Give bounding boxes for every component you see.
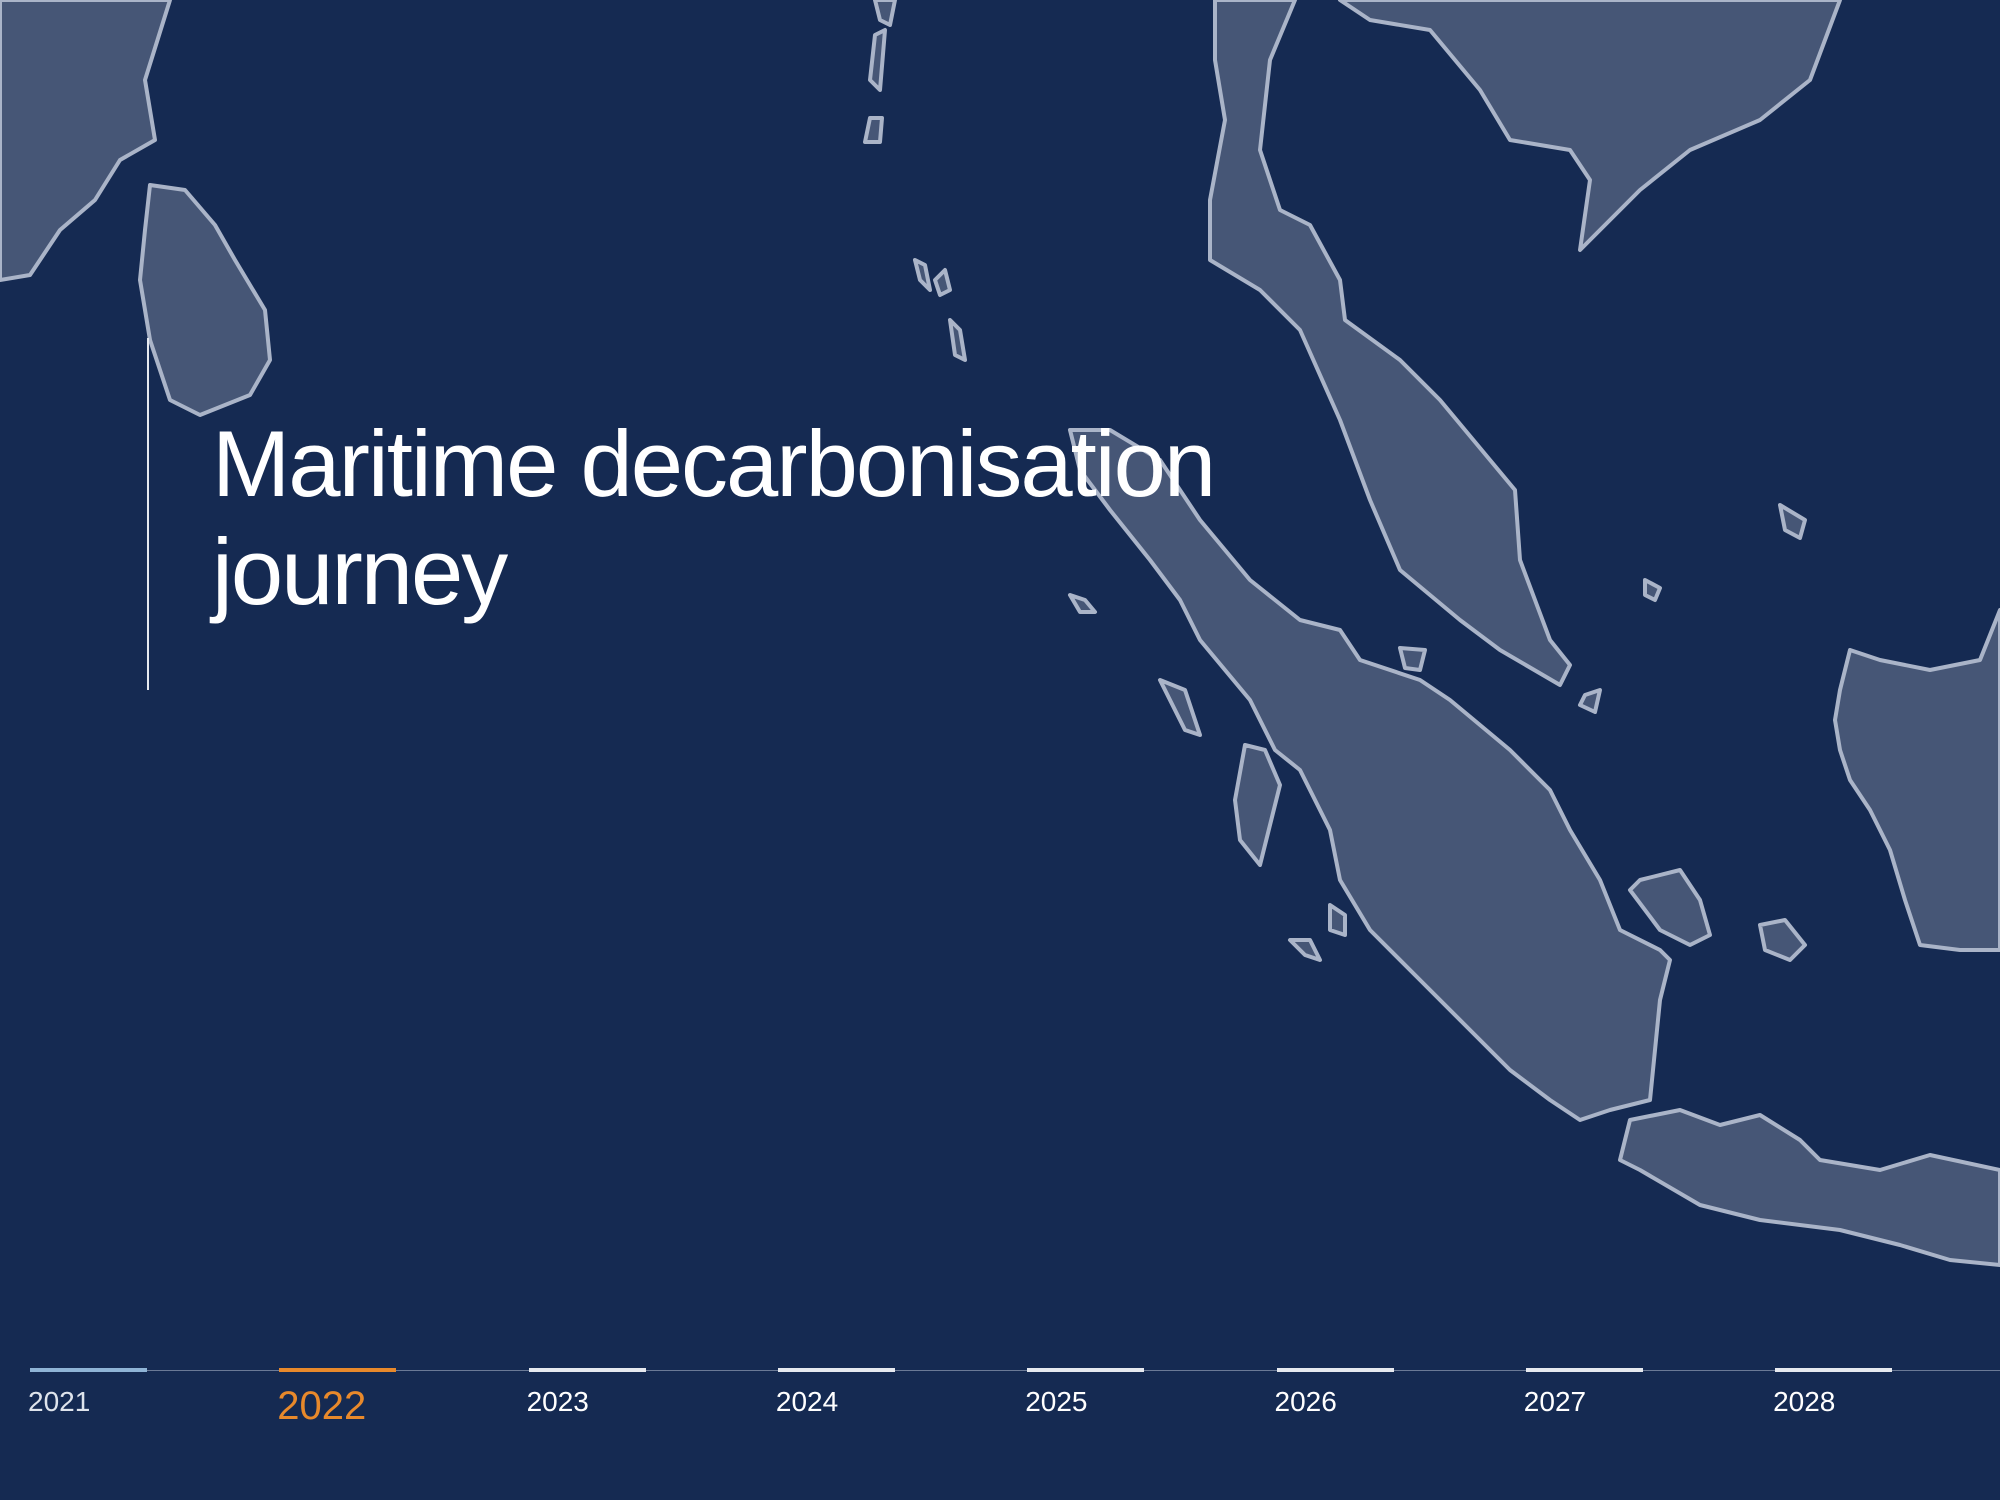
year-label: 2021 xyxy=(28,1386,91,1417)
land xyxy=(1208,0,1572,687)
timeline-baseline xyxy=(30,1370,2000,1371)
timeline-segment xyxy=(279,1368,397,1372)
timeline-segment xyxy=(1027,1368,1145,1372)
timeline-year[interactable]: 2026 xyxy=(1274,1360,1477,1450)
timeline-segment xyxy=(1775,1368,1893,1372)
timeline-segment xyxy=(528,1368,646,1372)
land xyxy=(138,183,272,417)
year-label: 2023 xyxy=(526,1386,589,1417)
timeline-year[interactable]: 2022 xyxy=(277,1360,479,1450)
timeline-year[interactable]: 2021 xyxy=(28,1360,230,1450)
island xyxy=(863,0,1807,962)
timeline-year[interactable]: 2024 xyxy=(775,1360,978,1450)
land xyxy=(1068,428,1672,1122)
timeline: 2021 2022 2023 2024 2025 2026 2027 2028 xyxy=(0,1360,2000,1500)
year-label: 2026 xyxy=(1274,1386,1337,1417)
timeline-year[interactable]: 2025 xyxy=(1025,1360,1227,1450)
page-title: Maritime decarbonisation journey xyxy=(212,411,1216,624)
year-label: 2027 xyxy=(1523,1386,1587,1417)
land xyxy=(1833,608,2000,952)
year-label: 2024 xyxy=(775,1386,839,1417)
land xyxy=(0,0,172,282)
land xyxy=(1618,1108,2000,1267)
timeline-year[interactable]: 2023 xyxy=(526,1360,729,1450)
timeline-segment xyxy=(1276,1368,1394,1372)
timeline-segment xyxy=(777,1368,895,1372)
timeline-segment xyxy=(30,1368,147,1372)
timeline-segment xyxy=(1525,1368,1643,1372)
timeline-year[interactable]: 2027 xyxy=(1523,1360,1726,1450)
year-label: 2025 xyxy=(1025,1386,1088,1417)
land xyxy=(1338,0,1842,252)
title-rule xyxy=(147,338,149,690)
timeline-year[interactable]: 2028 xyxy=(1773,1360,1975,1450)
year-label: 2028 xyxy=(1773,1386,1836,1417)
year-label: 2022 xyxy=(277,1384,367,1428)
